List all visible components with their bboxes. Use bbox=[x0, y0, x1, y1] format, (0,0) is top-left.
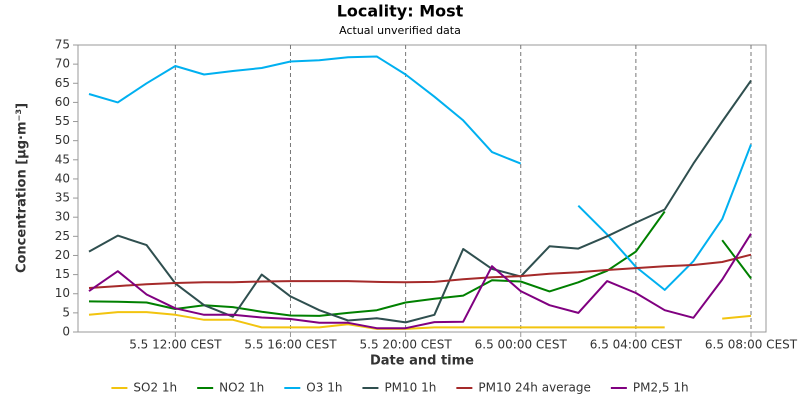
y-tick-label: 65 bbox=[55, 76, 70, 90]
x-tick-label: 5.5 20:00 CEST bbox=[360, 338, 453, 352]
plot-frame bbox=[77, 44, 767, 333]
series-line bbox=[88, 80, 752, 324]
y-tick-label: 30 bbox=[55, 210, 70, 224]
y-tick-label: 5 bbox=[62, 305, 70, 319]
series-line bbox=[88, 311, 752, 330]
legend-label: PM2,5 1h bbox=[633, 381, 689, 395]
series-line bbox=[88, 210, 752, 317]
legend-label: PM10 24h average bbox=[478, 381, 591, 395]
x-tick-label: 5.5 12:00 CEST bbox=[129, 338, 222, 352]
legend-label: O3 1h bbox=[306, 381, 342, 395]
chart-subtitle: Actual unverified data bbox=[339, 24, 461, 37]
y-tick-label: 10 bbox=[55, 286, 70, 300]
y-tick-label: 60 bbox=[55, 95, 70, 109]
legend-label: NO2 1h bbox=[219, 381, 264, 395]
y-tick-label: 50 bbox=[55, 133, 70, 147]
x-tick-label: 6.5 00:00 CEST bbox=[475, 338, 568, 352]
series-line bbox=[88, 55, 752, 291]
y-tick-label: 40 bbox=[55, 171, 70, 185]
x-axis-label: Date and time bbox=[370, 354, 474, 369]
x-tick-label: 6.5 08:00 CEST bbox=[705, 338, 798, 352]
y-tick-label: 55 bbox=[55, 114, 70, 128]
x-tick-label: 5.5 16:00 CEST bbox=[244, 338, 337, 352]
y-tick-label: 45 bbox=[55, 152, 70, 166]
y-tick-label: 75 bbox=[55, 38, 70, 52]
y-tick-label: 15 bbox=[55, 267, 70, 281]
y-tick-label: 35 bbox=[55, 191, 70, 205]
series-line bbox=[88, 253, 752, 289]
y-axis-label: Concentration [µg·m⁻³] bbox=[15, 103, 30, 273]
series-line bbox=[88, 233, 752, 330]
legend-label: PM10 1h bbox=[384, 381, 436, 395]
y-tick-label: 20 bbox=[55, 248, 70, 262]
x-tick-label: 6.5 04:00 CEST bbox=[590, 338, 683, 352]
y-tick-label: 0 bbox=[62, 325, 70, 339]
y-tick-label: 70 bbox=[55, 57, 70, 71]
chart-title: Locality: Most bbox=[337, 2, 464, 21]
legend-label: SO2 1h bbox=[133, 381, 177, 395]
y-tick-label: 25 bbox=[55, 229, 70, 243]
